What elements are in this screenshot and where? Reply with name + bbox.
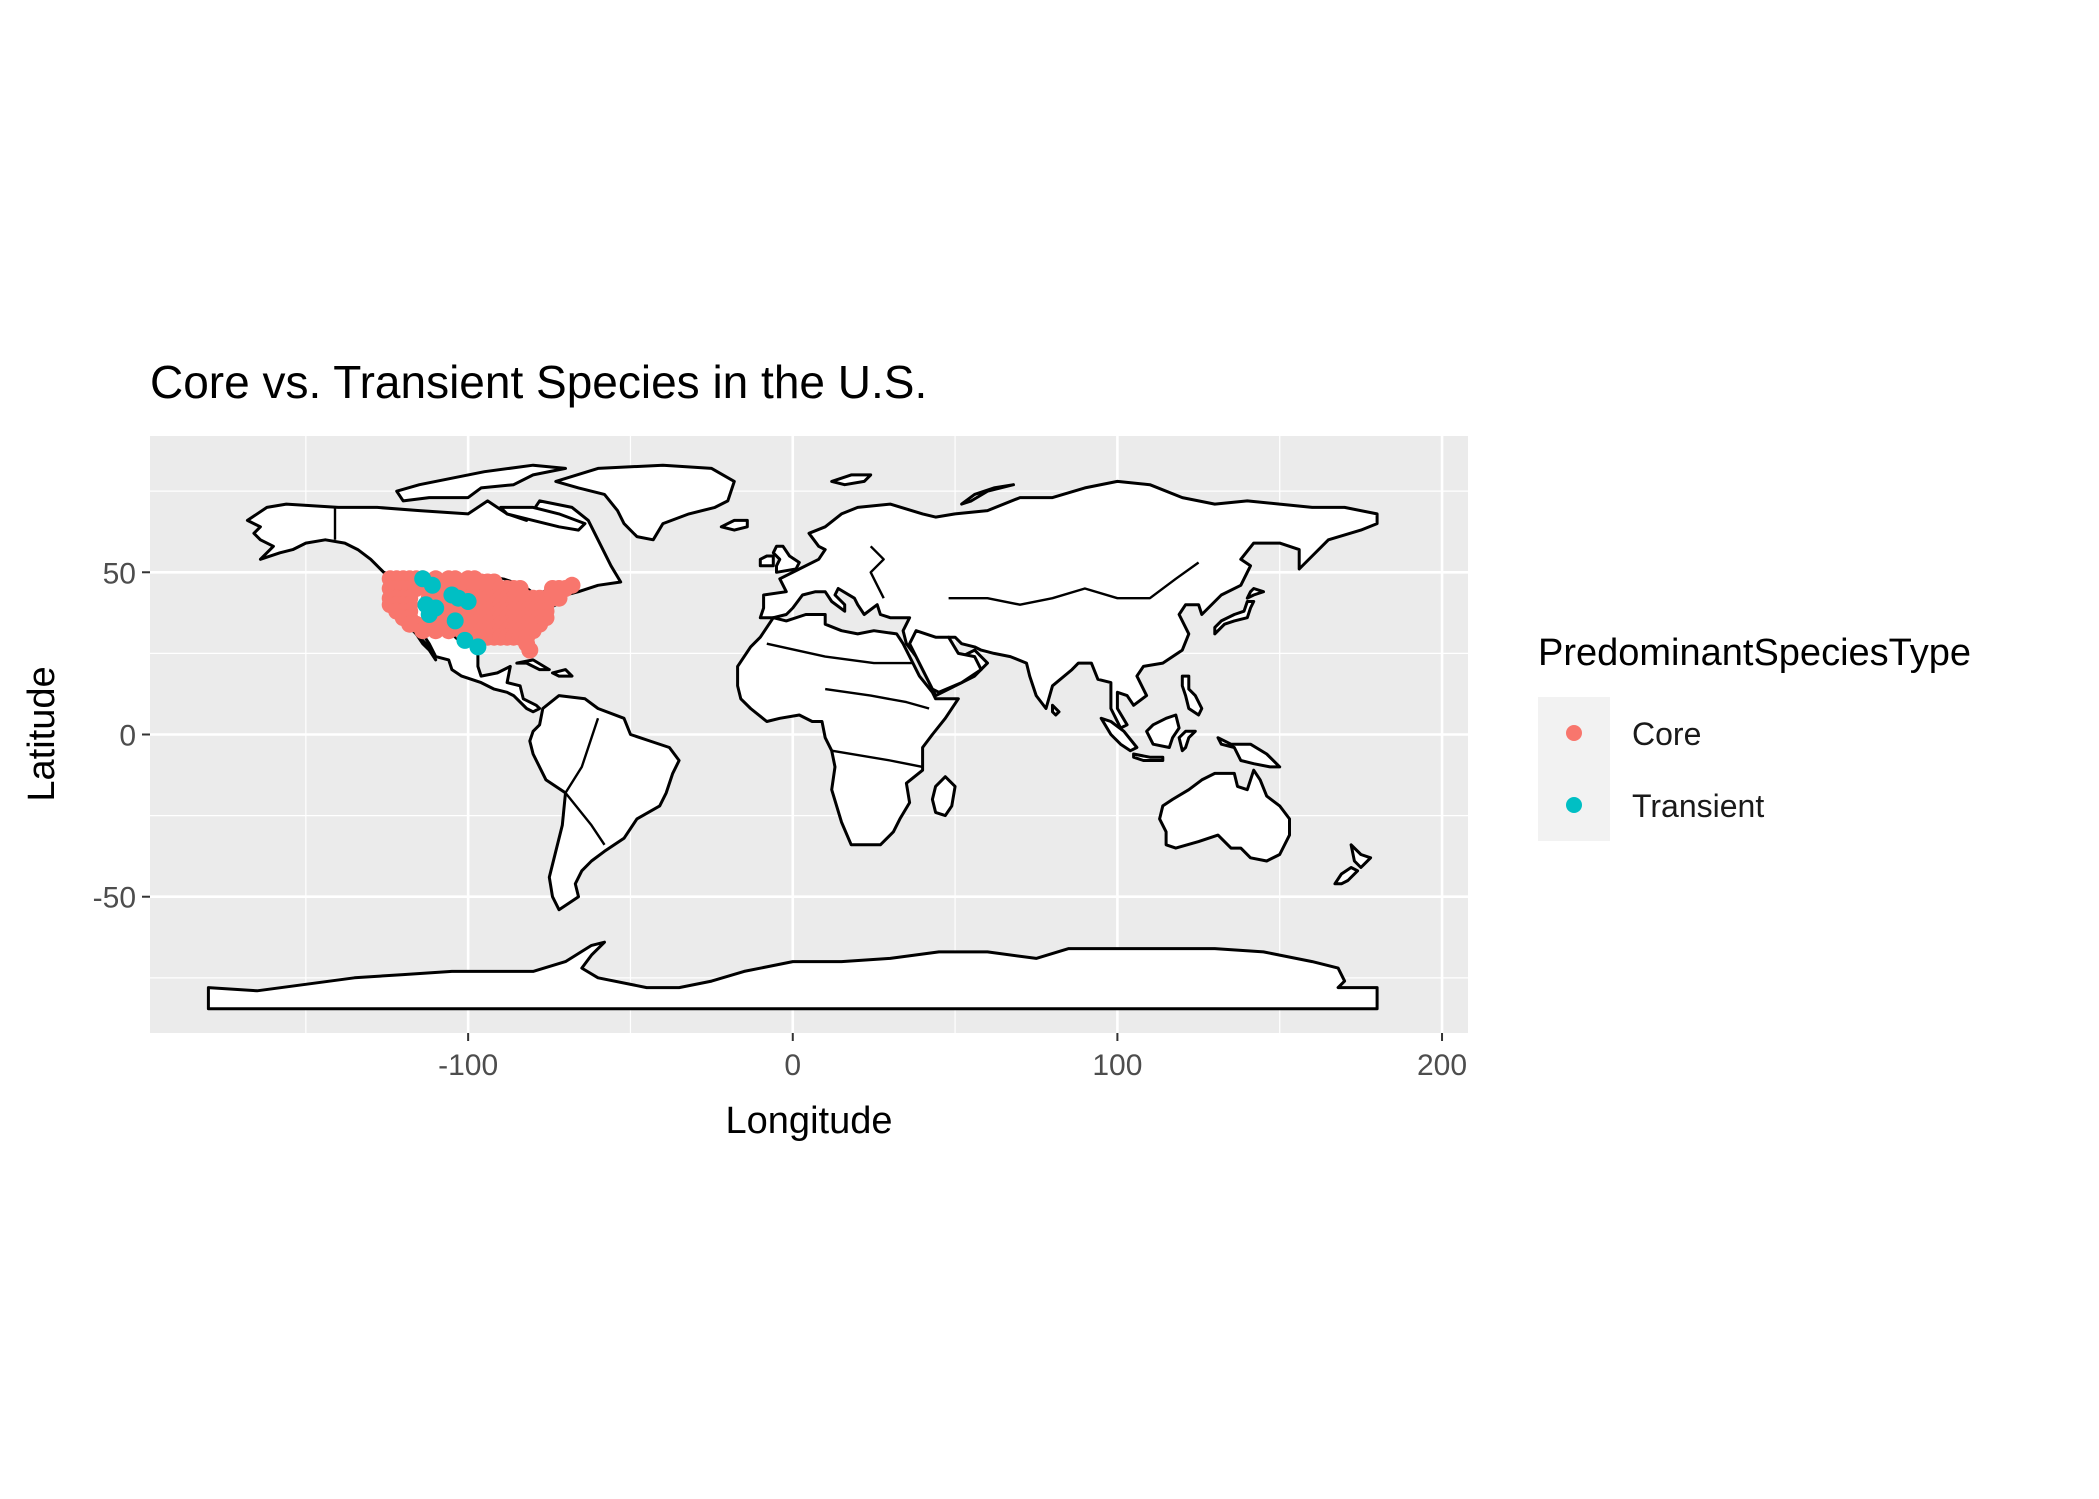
landmass-arabia-fill <box>908 629 983 694</box>
landmass-madagascar <box>930 775 957 818</box>
point-transient <box>423 576 441 594</box>
landmass-hispaniola <box>551 668 574 678</box>
landmass-sulawesi <box>1177 729 1197 753</box>
border-africa-north <box>766 642 913 665</box>
landmass-iceland <box>719 518 749 532</box>
x-tick-label: 0 <box>784 1049 801 1082</box>
landmass-java <box>1132 752 1165 762</box>
landmass-hokkaido <box>1245 587 1265 600</box>
landmass-south-america <box>528 694 681 912</box>
y-tick-label: 0 <box>119 720 136 753</box>
point-core <box>427 622 445 640</box>
border-africa-mid <box>825 687 930 710</box>
landmass-new-zealand-n <box>1349 843 1373 869</box>
y-tick-label: -50 <box>93 882 136 915</box>
y-axis: -50 0 50 <box>93 557 150 915</box>
landmass-sri-lanka <box>1051 703 1061 717</box>
landmass-cuba <box>515 658 551 672</box>
y-axis-label: Latitude <box>21 666 63 801</box>
landmass-australia <box>1158 768 1291 863</box>
legend-key-core <box>1566 725 1582 741</box>
point-core <box>521 641 539 659</box>
landmass-borneo <box>1145 713 1181 749</box>
chart-title: Core vs. Transient Species in the U.S. <box>150 356 927 408</box>
landmass-greenland <box>554 463 736 542</box>
point-transient <box>459 593 477 610</box>
y-tick-label: 50 <box>103 557 136 590</box>
point-core <box>563 576 581 594</box>
landmass-new-guinea <box>1216 736 1282 769</box>
legend-title: PredominantSpeciesType <box>1538 632 1971 674</box>
landmass-eurasia <box>758 479 1379 730</box>
x-axis-label: Longitude <box>726 1100 893 1142</box>
point-transient <box>469 638 487 656</box>
point-core <box>414 622 432 640</box>
point-transient <box>446 612 464 630</box>
legend-key-transient <box>1566 797 1582 813</box>
x-axis: -100 0 100 200 <box>438 1033 1467 1082</box>
data-points <box>381 570 581 659</box>
landmass-japan <box>1213 600 1256 636</box>
legend-label-core: Core <box>1632 716 1701 752</box>
landmass-arctic-islands <box>395 463 567 503</box>
landmass-great-britain <box>771 544 801 574</box>
landmass-africa <box>736 613 960 847</box>
border-central-asia <box>948 561 1200 606</box>
x-tick-label: -100 <box>438 1049 498 1082</box>
landmass-sumatra <box>1099 716 1139 753</box>
point-transient <box>456 631 474 649</box>
point-transient <box>420 606 438 623</box>
landmass-philippines <box>1180 674 1204 717</box>
landmass-novaya-zemlya <box>960 483 1015 506</box>
landmass-baffin <box>499 505 587 532</box>
point-core <box>550 589 568 607</box>
legend: PredominantSpeciesType Core Transient <box>1538 632 1971 841</box>
legend-label-transient: Transient <box>1632 788 1764 824</box>
border-sa-borders <box>564 717 606 846</box>
landmass-svalbard <box>830 473 873 487</box>
legend-key-bg <box>1538 697 1610 841</box>
x-tick-label: 100 <box>1092 1049 1142 1082</box>
x-tick-label: 200 <box>1417 1049 1467 1082</box>
landmass-ireland <box>758 554 775 568</box>
border-africa-south <box>831 749 923 769</box>
landmass-antarctica <box>206 940 1379 1011</box>
landmass-new-zealand-s <box>1333 866 1360 886</box>
border-europe-east <box>869 545 885 599</box>
